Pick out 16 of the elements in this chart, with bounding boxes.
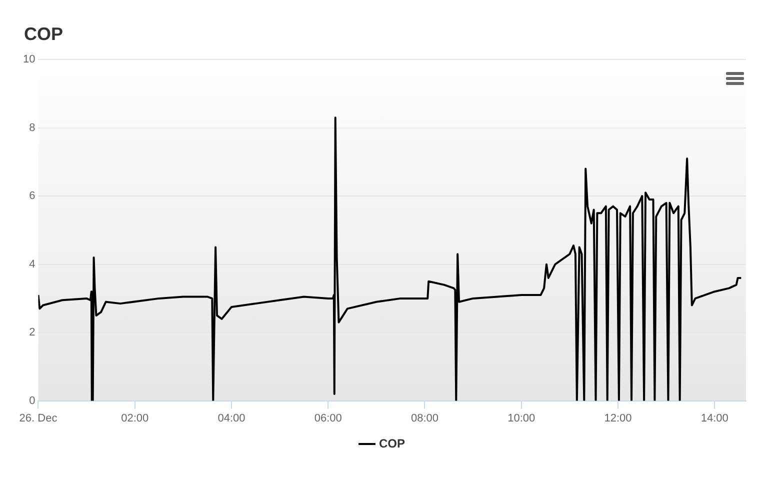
y-tick-label: 8 [29, 122, 36, 134]
y-tick-label: 6 [29, 190, 36, 202]
legend-label: COP [379, 436, 406, 450]
x-tick-label: 12:00 [604, 412, 632, 424]
x-tick-label: 14:00 [700, 412, 728, 424]
chart-title: COP [24, 24, 64, 45]
y-tick-label: 4 [29, 258, 36, 270]
x-tick-label: 02:00 [121, 412, 149, 424]
x-tick-label: 04:00 [218, 412, 246, 424]
y-tick-label: 0 [29, 394, 36, 407]
x-tick-label: 26. Dec [19, 412, 58, 424]
y-tick-label: 10 [22, 54, 36, 66]
x-tick-label: 08:00 [410, 412, 438, 424]
y-tick-label: 2 [29, 326, 36, 339]
x-tick-label: 10:00 [508, 412, 536, 424]
x-tick-label: 06:00 [314, 412, 342, 424]
